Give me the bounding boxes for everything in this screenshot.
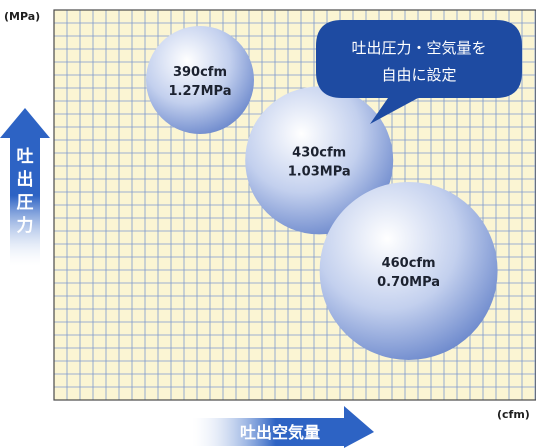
x-axis-unit: (cfm) bbox=[497, 408, 530, 421]
bubble-pressure-label-2: 1.03MPa bbox=[288, 164, 351, 179]
bubble-pressure-label-3: 0.70MPa bbox=[377, 275, 440, 290]
data-bubble-2 bbox=[245, 86, 394, 235]
data-bubble-1 bbox=[146, 26, 254, 134]
callout-bubble: 吐出圧力・空気量を 自由に設定 bbox=[316, 20, 522, 124]
bubble-flow-label-1: 390cfm bbox=[173, 65, 227, 80]
x-axis-label: 吐出空気量 bbox=[240, 423, 320, 442]
plot-frame bbox=[53, 9, 536, 401]
bubble-flow-label-3: 460cfm bbox=[382, 256, 436, 271]
y-axis-label: 吐出圧力 bbox=[17, 147, 34, 236]
bubble-pressure-label-1: 1.27MPa bbox=[169, 84, 232, 99]
callout-line-1: 吐出圧力・空気量を bbox=[351, 39, 486, 57]
bubble-flow-label-2: 430cfm bbox=[292, 145, 346, 160]
y-axis-unit: (MPa) bbox=[4, 10, 40, 23]
x-axis-arrow: 吐出空気量 bbox=[192, 406, 374, 448]
data-bubble-3 bbox=[319, 181, 498, 360]
y-axis-arrow: 吐出圧力 bbox=[0, 108, 50, 266]
data-bubbles: 390cfm 1.27MPa 430cfm 1.03MPa 460cfm 0.70MPa bbox=[146, 26, 498, 360]
callout-line-2: 自由に設定 bbox=[381, 66, 456, 84]
